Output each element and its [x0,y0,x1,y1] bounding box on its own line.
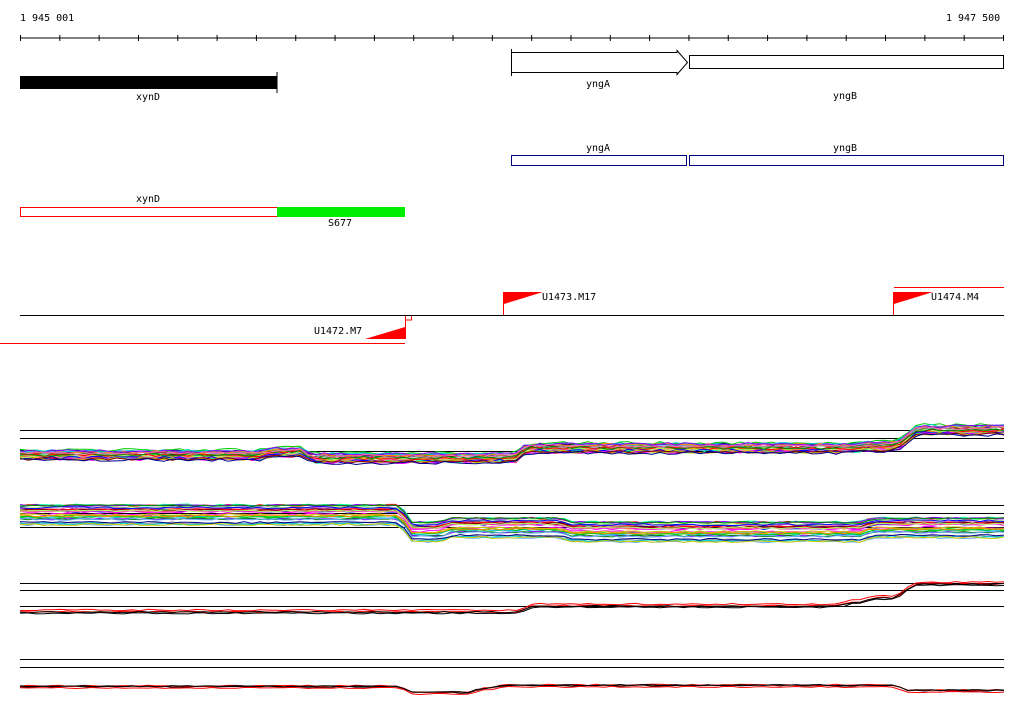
ruler-ticks [20,35,1004,41]
expression-profile [20,509,1005,530]
expression-profile [19,424,1005,456]
expression-profile [19,515,1005,536]
ruler-start-label: 1 945 001 [20,13,75,24]
expression-profile [19,426,1005,458]
tu-U1474.M4-flag[interactable] [894,292,933,304]
expression-profile [19,428,1005,460]
gene-yngB-box[interactable] [689,55,1004,69]
expression-profile [19,517,1005,538]
expression-profile [19,433,1005,466]
operon-track [20,207,405,217]
expression-panel-1 [19,423,1005,466]
expression-panel-3 [19,580,1005,615]
expression-profile [19,514,1005,535]
expression-profile [19,584,1005,615]
gene-xynD-box[interactable] [20,76,277,89]
expression-profile [19,683,1005,694]
gene-yngA-label: yngA [586,79,611,90]
expression-profile [19,504,1005,525]
expression-profile [19,513,1004,534]
expression-profile [19,582,1005,613]
tu-U1473.M17-flag[interactable] [504,292,543,304]
gene-xynD-label: xynD [136,92,161,103]
feature-xynD-red[interactable] [20,207,278,217]
expression-profile [19,580,1005,612]
feature-S677-green[interactable] [277,207,405,217]
transcription-unit-track [0,287,1004,344]
blue-yngA-label: yngA [586,143,611,154]
coordinate-ruler [20,35,1004,41]
tu-U1472.M7-flag[interactable] [365,327,405,339]
expression-profile [19,583,1005,614]
gene-track [20,49,1004,93]
green-S677-label: S677 [328,218,353,229]
red-xynD-label: xynD [136,194,161,205]
feature-yngB-blue[interactable] [689,155,1004,166]
expression-panel-4 [19,659,1005,696]
gene-yngB-label: yngB [833,91,858,102]
expression-panel-2 [19,503,1005,544]
blue-feature-track [511,155,1004,166]
expression-profile [19,522,1005,543]
expression-profile [19,521,1005,542]
tu-U1474.M4-label: U1474.M4 [931,292,980,303]
gene-yngA-arrow[interactable] [511,49,689,76]
ruler-end-label: 1 947 500 [946,13,1001,24]
feature-yngA-blue[interactable] [511,155,687,166]
expression-profile [19,506,1005,527]
tu-U1472.M7-label: U1472.M7 [314,326,363,337]
expression-profile [19,428,1005,461]
tu-U1473.M17-label: U1473.M17 [542,292,597,303]
blue-yngB-label: yngB [833,143,858,154]
expression-profile [19,685,1005,696]
expression-profile [19,432,1005,464]
